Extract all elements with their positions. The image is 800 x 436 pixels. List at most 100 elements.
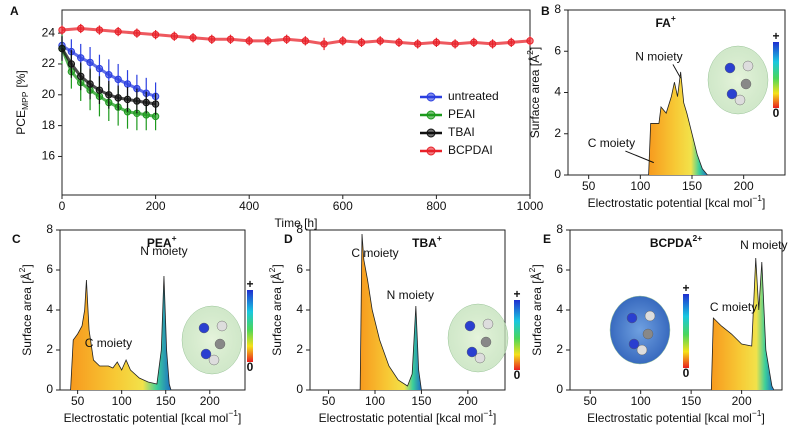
annotation: C moiety	[588, 136, 635, 150]
y-tick-label: 20	[42, 87, 56, 101]
ion-title: FA+	[655, 13, 675, 30]
x-axis-label-part: ]	[762, 196, 765, 210]
colorbar-min: 0	[773, 106, 780, 120]
y-axis-label-part: [%]	[14, 70, 28, 87]
y-tick-label: 4	[554, 85, 561, 99]
legend-marker	[426, 110, 436, 120]
legend-label: BCPDAI	[448, 143, 493, 157]
x-tick-label: 150	[681, 394, 701, 408]
x-tick-label: 100	[631, 394, 651, 408]
x-tick-label: 200	[458, 394, 478, 408]
x-tick-label: 200	[146, 199, 166, 213]
data-point	[133, 97, 141, 105]
x-axis-label-part: −1	[483, 408, 493, 418]
ion-title-part: PEA	[147, 236, 172, 250]
data-point	[95, 26, 104, 34]
y-axis-label: Surface area [Å2]	[525, 47, 542, 138]
atom	[724, 62, 736, 74]
data-point	[114, 94, 122, 102]
legend-marker	[426, 146, 436, 156]
annotation-arrow	[672, 64, 682, 79]
data-point	[142, 98, 150, 107]
data-point	[95, 86, 104, 94]
y-axis-label-part: 2	[527, 267, 537, 272]
data-point	[208, 35, 216, 43]
y-tick-label: 6	[296, 262, 303, 276]
panel-label: C	[12, 232, 21, 246]
y-tick-label: 6	[556, 262, 563, 276]
colorbar-min: 0	[247, 360, 254, 374]
data-point	[105, 91, 113, 99]
y-axis-label-part: Surface area [Å	[19, 272, 34, 355]
data-point	[114, 75, 122, 84]
data-point	[58, 26, 66, 34]
y-tick-label: 22	[42, 56, 56, 70]
area	[710, 257, 775, 391]
colorbar-min: 0	[683, 366, 690, 380]
data-point	[226, 35, 235, 43]
atom	[726, 88, 738, 100]
atom	[474, 352, 486, 364]
data-point	[123, 80, 132, 88]
area	[648, 71, 708, 176]
y-axis-label-part: 2	[17, 267, 27, 272]
colorbar-max: +	[772, 29, 779, 43]
molecule-surface	[181, 305, 243, 375]
colorbar-min: 0	[514, 368, 521, 382]
y-tick-label: 0	[554, 167, 561, 181]
colorbar	[683, 294, 689, 368]
legend-marker	[426, 92, 436, 102]
molecule-surface	[447, 303, 509, 373]
annotation: C moiety	[85, 336, 132, 350]
colorbar	[247, 290, 253, 362]
molecule-surface	[609, 295, 671, 365]
data-point	[133, 29, 141, 37]
x-axis-label-part: Electrostatic potential [kcal mol	[64, 411, 229, 425]
atom	[742, 60, 754, 72]
x-tick-label: 200	[200, 394, 220, 408]
y-axis-label-part: MPP	[20, 91, 30, 110]
annotation-arrow	[625, 150, 654, 164]
y-axis-label-part: PCE	[14, 110, 28, 135]
data-point	[301, 37, 310, 45]
atom	[208, 354, 220, 366]
y-tick-label: 18	[42, 118, 56, 132]
plot-frame	[569, 229, 783, 391]
ion-title-part: +	[671, 13, 676, 23]
y-tick-label: 8	[554, 2, 561, 16]
y-tick-label: 0	[556, 382, 563, 396]
y-tick-label: 6	[554, 43, 561, 57]
atom	[644, 310, 656, 322]
colorbar	[773, 42, 779, 108]
x-tick-label: 1000	[517, 199, 544, 213]
y-tick-label: 24	[42, 25, 56, 39]
data-point	[526, 37, 534, 45]
annotation: N moiety	[740, 238, 787, 252]
data-point	[432, 38, 441, 47]
y-axis-label: PCEMPP [%]	[14, 70, 30, 134]
colorbar-max: +	[513, 287, 520, 301]
x-axis-label-part: ]	[238, 411, 241, 425]
data-point	[151, 30, 160, 39]
panel-label: D	[284, 232, 293, 246]
y-tick-label: 2	[296, 342, 303, 356]
x-tick-label: 200	[732, 394, 752, 408]
ion-title: PEA+	[147, 233, 177, 250]
data-point	[86, 58, 94, 67]
atom	[198, 322, 210, 334]
y-axis-label-part: Surface area [Å	[527, 55, 542, 138]
y-tick-label: 6	[46, 262, 53, 276]
data-point	[170, 32, 179, 40]
x-axis-label: Electrostatic potential [kcal mol−1]	[587, 408, 765, 425]
y-tick-label: 16	[42, 149, 56, 163]
atom	[464, 320, 476, 332]
data-point	[77, 72, 85, 80]
data-point	[282, 35, 291, 43]
x-tick-label: 100	[630, 179, 650, 193]
atom	[628, 338, 640, 350]
colorbar-max: +	[246, 277, 253, 291]
atom	[626, 312, 638, 324]
legend-label: PEAI	[448, 107, 475, 121]
y-axis-label-part: Surface area [Å	[529, 272, 544, 355]
